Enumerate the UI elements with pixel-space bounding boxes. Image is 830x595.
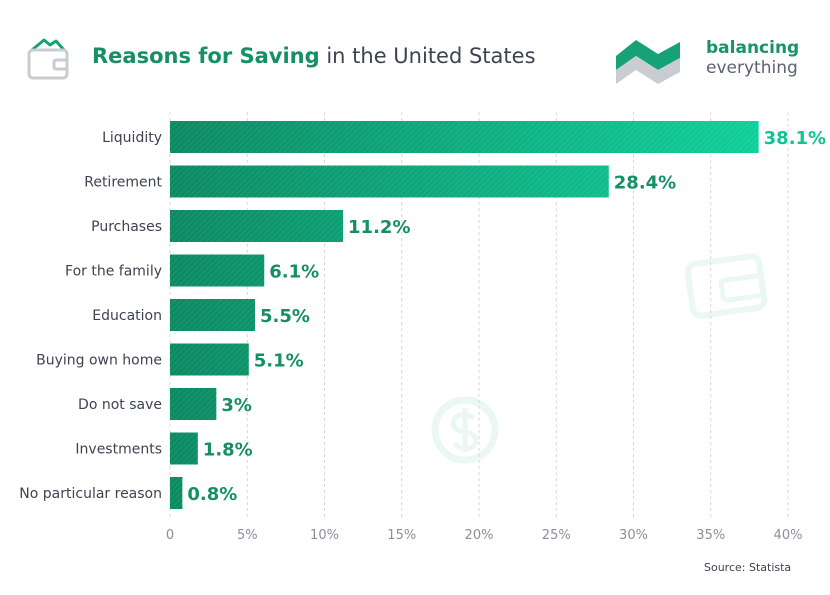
category-label: Investments	[75, 442, 162, 458]
brand-name-line2: everything	[706, 58, 798, 78]
balancing-everything-logo-icon	[616, 40, 680, 84]
value-label: 0.8%	[187, 484, 237, 505]
category-labels: Liquidity Retirement Purchases For the fami…	[19, 130, 162, 502]
bar-texture	[170, 343, 249, 376]
value-label: 6.1%	[269, 262, 319, 283]
coin-watermark-icon	[431, 396, 499, 464]
x-tick-label: 25%	[542, 528, 571, 543]
source-note: Source: Statista	[704, 561, 792, 574]
title-rest: in the United States	[319, 44, 536, 68]
x-tick-label: 30%	[619, 528, 648, 543]
value-label: 3%	[221, 395, 252, 416]
wallet-icon	[27, 38, 69, 80]
x-tick-label: 40%	[774, 528, 803, 543]
value-label: 28.4%	[614, 173, 676, 194]
bar-texture	[170, 477, 183, 509]
category-label: For the family	[65, 264, 162, 280]
value-label: 11.2%	[348, 217, 410, 238]
value-label: 5.1%	[254, 351, 304, 372]
bar-texture	[170, 299, 255, 331]
x-tick-label: 20%	[465, 528, 494, 543]
bar-texture	[170, 388, 217, 420]
bar-texture	[170, 210, 344, 242]
chart-title: Reasons for Saving in the United States	[92, 44, 536, 68]
brand-name-line1: balancing	[706, 38, 800, 58]
category-label: Education	[92, 308, 162, 324]
bars	[170, 121, 759, 509]
category-label: Purchases	[91, 219, 162, 235]
title-strong: Reasons for Saving	[92, 44, 320, 68]
bar-texture	[170, 121, 759, 153]
wallet-watermark-icon	[684, 253, 768, 319]
x-tick-label: 0	[166, 528, 174, 543]
category-label: No particular reason	[19, 486, 162, 502]
header: Reasons for Saving in the United States …	[0, 0, 830, 100]
bar-texture	[170, 165, 609, 198]
x-axis-tick-labels: 0 5% 10% 15% 20% 25% 30% 35% 40%	[166, 528, 803, 543]
value-label: 38.1%	[764, 128, 826, 149]
x-tick-label: 15%	[387, 528, 416, 543]
category-label: Liquidity	[102, 130, 162, 146]
value-label: 1.8%	[203, 440, 253, 461]
x-tick-label: 5%	[237, 528, 258, 543]
bar-texture	[170, 432, 198, 465]
value-label: 5.5%	[260, 306, 310, 327]
bar-texture	[170, 254, 265, 287]
background-watermarks	[431, 253, 768, 464]
bar-chart: Liquidity Retirement Purchases For the fami…	[19, 112, 826, 543]
value-labels: 38.1% 28.4% 11.2% 6.1% 5.5% 5.1% 3% 1.8% 0.8%	[187, 128, 826, 505]
x-tick-label: 10%	[310, 528, 339, 543]
category-label: Retirement	[84, 175, 162, 191]
category-label: Buying own home	[36, 353, 162, 369]
x-tick-label: 35%	[696, 528, 725, 543]
category-label: Do not save	[78, 397, 162, 413]
